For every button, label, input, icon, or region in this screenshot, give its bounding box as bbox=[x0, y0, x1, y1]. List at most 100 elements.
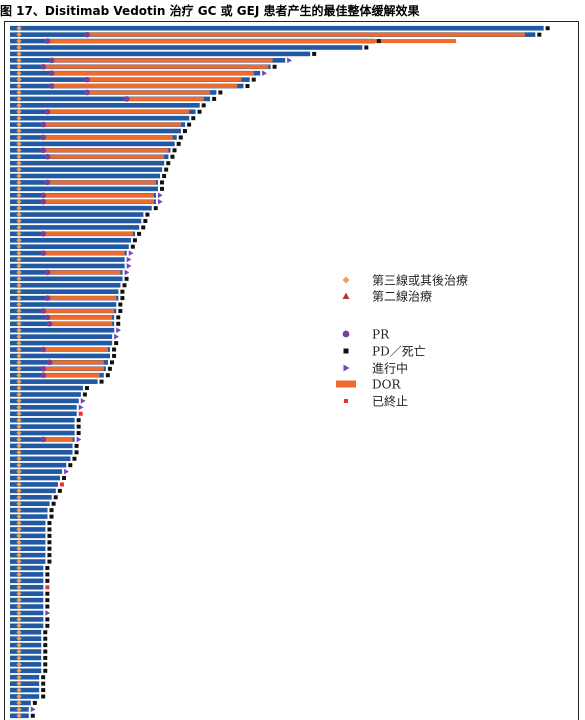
patient-row bbox=[10, 70, 267, 76]
duration-bar bbox=[10, 45, 363, 50]
legend-label: DOR bbox=[372, 378, 401, 392]
patient-row bbox=[10, 623, 50, 629]
patient-row bbox=[10, 289, 125, 295]
third-line-marker bbox=[16, 289, 22, 295]
third-line-marker bbox=[16, 469, 22, 475]
dor-bar bbox=[49, 360, 104, 365]
pr-marker bbox=[40, 134, 47, 141]
pd-death-marker bbox=[32, 700, 37, 705]
pd-death-marker bbox=[178, 135, 183, 140]
pd-death-marker bbox=[197, 109, 202, 114]
ongoing-marker bbox=[80, 398, 86, 404]
ongoing-marker bbox=[262, 70, 267, 76]
third-line-marker bbox=[16, 706, 22, 712]
patient-row bbox=[10, 102, 206, 108]
pd-death-marker bbox=[49, 514, 54, 519]
third-line-marker bbox=[16, 154, 22, 160]
duration-bar bbox=[10, 398, 79, 404]
patient-row bbox=[10, 353, 117, 359]
third-line-marker bbox=[16, 32, 22, 38]
patient-row bbox=[10, 404, 84, 411]
stopped-marker bbox=[59, 482, 64, 487]
patient-row bbox=[10, 108, 202, 115]
legend-label: PD／死亡 bbox=[372, 345, 426, 359]
patient-row bbox=[10, 520, 52, 526]
pd-death-marker bbox=[212, 96, 217, 101]
pd-death-marker bbox=[153, 206, 158, 211]
third-line-marker bbox=[16, 713, 22, 719]
third-line-marker bbox=[16, 411, 22, 417]
pr-marker bbox=[48, 57, 55, 64]
third-line-marker bbox=[16, 147, 22, 153]
duration-bar bbox=[10, 128, 181, 134]
patient-row bbox=[10, 488, 62, 494]
third-line-marker bbox=[16, 141, 22, 147]
duration-bar bbox=[10, 244, 129, 250]
third-line-marker bbox=[16, 526, 22, 533]
patient-row bbox=[10, 430, 81, 436]
patient-row bbox=[10, 687, 46, 693]
duration-bar bbox=[10, 591, 44, 597]
pd-death-marker bbox=[182, 129, 187, 134]
third-line-marker bbox=[16, 674, 22, 680]
third-line-marker bbox=[16, 244, 22, 250]
duration-bar bbox=[10, 103, 200, 108]
third-line-marker bbox=[16, 321, 22, 327]
patient-row bbox=[10, 449, 79, 455]
dor-bar bbox=[43, 308, 115, 313]
pd-death-marker bbox=[49, 508, 54, 513]
ongoing-marker bbox=[64, 468, 69, 475]
dor-bar bbox=[43, 347, 108, 352]
patient-row bbox=[10, 31, 542, 38]
duration-bar bbox=[10, 450, 73, 455]
third-line-marker bbox=[16, 558, 22, 565]
pr-marker bbox=[48, 70, 55, 76]
pr-marker bbox=[40, 308, 47, 314]
third-line-marker bbox=[16, 597, 22, 603]
pd-death-marker bbox=[120, 296, 125, 301]
duration-bar bbox=[10, 546, 46, 552]
patient-row bbox=[10, 211, 150, 218]
ongoing-marker bbox=[124, 269, 130, 276]
legend-label: 進行中 bbox=[372, 361, 408, 376]
third-line-marker bbox=[16, 398, 22, 404]
patient-row bbox=[10, 424, 81, 430]
patient-row bbox=[10, 301, 123, 308]
dor-bar bbox=[43, 231, 133, 236]
patient-row bbox=[10, 115, 196, 121]
patient-row bbox=[10, 462, 73, 468]
duration-bar bbox=[10, 462, 67, 468]
third-line-marker bbox=[16, 655, 22, 661]
pd-death-marker bbox=[45, 604, 50, 609]
patient-row bbox=[10, 713, 35, 719]
dor-bar bbox=[47, 180, 156, 185]
third-line-marker bbox=[16, 520, 22, 526]
duration-bar bbox=[10, 417, 75, 423]
third-line-marker bbox=[16, 616, 22, 622]
legend-item: 已終止 bbox=[344, 394, 408, 409]
pd-death-marker bbox=[160, 180, 165, 185]
pr-marker bbox=[44, 108, 51, 115]
ongoing-marker bbox=[126, 263, 132, 269]
third-line-marker bbox=[16, 648, 22, 655]
duration-bar bbox=[10, 539, 46, 545]
pr-marker bbox=[44, 295, 51, 301]
duration-bar bbox=[10, 649, 42, 654]
patient-row bbox=[10, 57, 292, 64]
patient-row bbox=[10, 128, 187, 134]
pr-marker bbox=[40, 198, 47, 205]
pd-death-marker bbox=[164, 167, 169, 172]
pr-marker bbox=[40, 147, 47, 154]
third-line-marker bbox=[16, 623, 22, 629]
pr-marker bbox=[40, 436, 47, 443]
ongoing-marker bbox=[128, 250, 134, 256]
third-line-marker bbox=[16, 340, 22, 346]
duration-bar bbox=[10, 443, 73, 449]
patient-row bbox=[10, 192, 163, 199]
dor-bar bbox=[43, 437, 73, 442]
third-line-marker bbox=[16, 385, 22, 391]
patient-row bbox=[10, 513, 54, 520]
pd-death-marker bbox=[312, 51, 317, 56]
pd-death-marker bbox=[45, 578, 50, 583]
duration-bar bbox=[10, 334, 113, 339]
